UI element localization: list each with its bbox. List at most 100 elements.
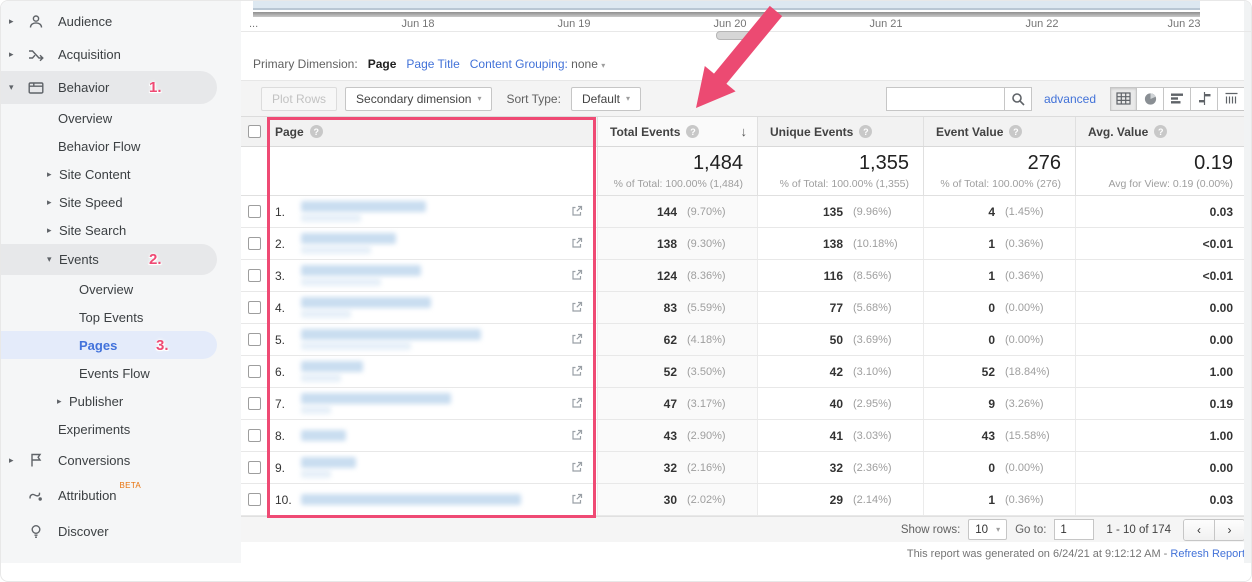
help-icon[interactable]: ?: [309, 125, 323, 138]
sidebar-item-experiments[interactable]: Experiments: [1, 415, 241, 443]
sidebar-item-events-overview[interactable]: Overview: [1, 275, 241, 303]
pivot-view-icon[interactable]: [1218, 86, 1245, 111]
table-view-icon[interactable]: [1110, 86, 1137, 111]
external-link-icon[interactable]: [571, 237, 583, 252]
row-checkbox[interactable]: [241, 420, 267, 451]
dimension-page-selected[interactable]: Page: [367, 57, 397, 71]
select-all-checkbox[interactable]: [241, 117, 267, 146]
external-link-icon[interactable]: [571, 205, 583, 220]
chevron-right-icon[interactable]: ▸: [47, 224, 52, 235]
page-scrollbar-track[interactable]: [1244, 1, 1251, 563]
sidebar-item-behavior-flow[interactable]: Behavior Flow: [1, 132, 241, 160]
chevron-down-icon[interactable]: ▾: [9, 82, 14, 92]
pagination-range: 1 - 10 of 174: [1106, 523, 1171, 536]
row-checkbox[interactable]: [241, 452, 267, 483]
row-checkbox[interactable]: [241, 324, 267, 355]
external-link-icon[interactable]: [571, 365, 583, 380]
row-checkbox[interactable]: [241, 260, 267, 291]
sort-descending-icon[interactable]: ↓: [740, 124, 748, 139]
chevron-right-icon[interactable]: ▸: [9, 454, 14, 465]
x-axis-tick: Jun 19: [557, 18, 591, 30]
chevron-right-icon[interactable]: ▸: [9, 16, 14, 26]
event-value-summary-sub: % of Total: 100.00% (276): [940, 178, 1061, 190]
percentage-pie-view-icon[interactable]: [1137, 86, 1164, 111]
sidebar-item-publisher[interactable]: ▸ Publisher: [1, 387, 241, 415]
event-value-pct: (1.45%): [1005, 205, 1044, 218]
goto-page-input[interactable]: [1054, 519, 1095, 540]
redacted-page-name: [301, 329, 481, 350]
chevron-down-icon[interactable]: ▾: [47, 254, 52, 264]
external-link-icon[interactable]: [571, 397, 583, 412]
previous-page-button[interactable]: ‹: [1184, 519, 1214, 540]
row-checkbox[interactable]: [241, 388, 267, 419]
event-value-value: 4: [988, 204, 995, 219]
sidebar-item-events[interactable]: ▾ Events 2.: [1, 244, 217, 275]
sidebar-item-site-speed[interactable]: ▸ Site Speed: [1, 188, 241, 216]
column-header-event-value[interactable]: Event Value: [936, 124, 1004, 139]
column-header-page[interactable]: Page: [275, 124, 304, 139]
next-page-button[interactable]: ›: [1214, 519, 1244, 540]
x-axis-tick: ...: [249, 18, 259, 30]
external-link-icon[interactable]: [571, 429, 583, 444]
column-header-total-events[interactable]: Total Events: [610, 124, 681, 139]
chevron-right-icon[interactable]: ▸: [57, 395, 62, 406]
sidebar-item-discover[interactable]: Discover: [1, 513, 241, 549]
secondary-dimension-dropdown[interactable]: Secondary dimension ▾: [345, 86, 493, 111]
sidebar-item-events-flow[interactable]: Events Flow: [1, 359, 241, 387]
sidebar-item-top-events[interactable]: Top Events: [1, 303, 241, 331]
show-rows-select[interactable]: 10 ▾: [968, 519, 1008, 540]
sidebar-item-pages-active[interactable]: Pages 3.: [1, 331, 217, 359]
total-events-value: 47: [663, 396, 677, 411]
performance-bars-view-icon[interactable]: [1164, 86, 1191, 111]
sidebar-item-site-content[interactable]: ▸ Site Content: [1, 160, 241, 188]
sidebar-item-site-search[interactable]: ▸ Site Search: [1, 216, 241, 244]
dimension-page-title-link[interactable]: Page Title: [406, 57, 460, 71]
table-row: 9. 32 (2.16%) 32 (2.36%) 0 (0.00%) 0.00: [241, 452, 1251, 484]
sidebar-item-behavior-overview[interactable]: Overview: [1, 104, 241, 132]
search-icon[interactable]: [1003, 86, 1032, 111]
help-icon[interactable]: ?: [686, 125, 700, 138]
avg-value-value: 0.19: [1209, 396, 1233, 411]
external-link-icon[interactable]: [571, 269, 583, 284]
audience-icon: [27, 13, 45, 31]
external-link-icon[interactable]: [571, 333, 583, 348]
plot-rows-button[interactable]: Plot Rows: [261, 86, 338, 111]
avg-value-summary: 0.19: [1194, 152, 1233, 174]
sort-type-dropdown[interactable]: Default ▾: [570, 86, 641, 111]
sidebar-item-acquisition[interactable]: ▸ Acquisition: [1, 38, 241, 71]
refresh-report-link[interactable]: Refresh Report: [1170, 548, 1245, 560]
sidebar-item-audience[interactable]: ▸ Audience: [1, 5, 241, 38]
row-checkbox[interactable]: [241, 228, 267, 259]
help-icon[interactable]: ?: [1154, 125, 1168, 138]
chevron-right-icon[interactable]: ▸: [47, 168, 52, 179]
conversions-icon: [27, 451, 45, 469]
comparison-view-icon[interactable]: [1191, 86, 1218, 111]
advanced-search-link[interactable]: advanced: [1043, 91, 1096, 106]
help-icon[interactable]: ?: [859, 125, 873, 138]
row-checkbox[interactable]: [241, 196, 267, 227]
redacted-page-name: [301, 393, 451, 414]
content-grouping-link[interactable]: Content Grouping:: [469, 57, 568, 71]
column-header-unique-events[interactable]: Unique Events: [770, 124, 854, 139]
external-link-icon[interactable]: [571, 301, 583, 316]
unique-events-pct: (2.14%): [853, 493, 892, 506]
sidebar-item-conversions[interactable]: ▸ Conversions: [1, 443, 241, 477]
sidebar-item-attribution[interactable]: Attribution BETA: [1, 477, 241, 513]
unique-events-value: 138: [822, 236, 843, 251]
column-header-avg-value[interactable]: Avg. Value: [1088, 124, 1149, 139]
row-checkbox[interactable]: [241, 484, 267, 515]
avg-value-value: 1.00: [1209, 428, 1233, 443]
x-axis-tick: Jun 18: [401, 18, 435, 30]
row-checkbox[interactable]: [241, 292, 267, 323]
external-link-icon[interactable]: [571, 493, 583, 508]
table-search-input[interactable]: [885, 86, 1004, 111]
event-value-pct: (0.36%): [1005, 237, 1044, 250]
help-icon[interactable]: ?: [1009, 125, 1023, 138]
content-grouping-value[interactable]: none: [571, 57, 598, 71]
goto-label: Go to:: [1015, 523, 1047, 536]
sidebar-item-behavior[interactable]: ▾ Behavior 1.: [1, 71, 217, 104]
external-link-icon[interactable]: [571, 461, 583, 476]
chevron-right-icon[interactable]: ▸: [9, 49, 14, 59]
row-checkbox[interactable]: [241, 356, 267, 387]
chevron-right-icon[interactable]: ▸: [47, 196, 52, 207]
